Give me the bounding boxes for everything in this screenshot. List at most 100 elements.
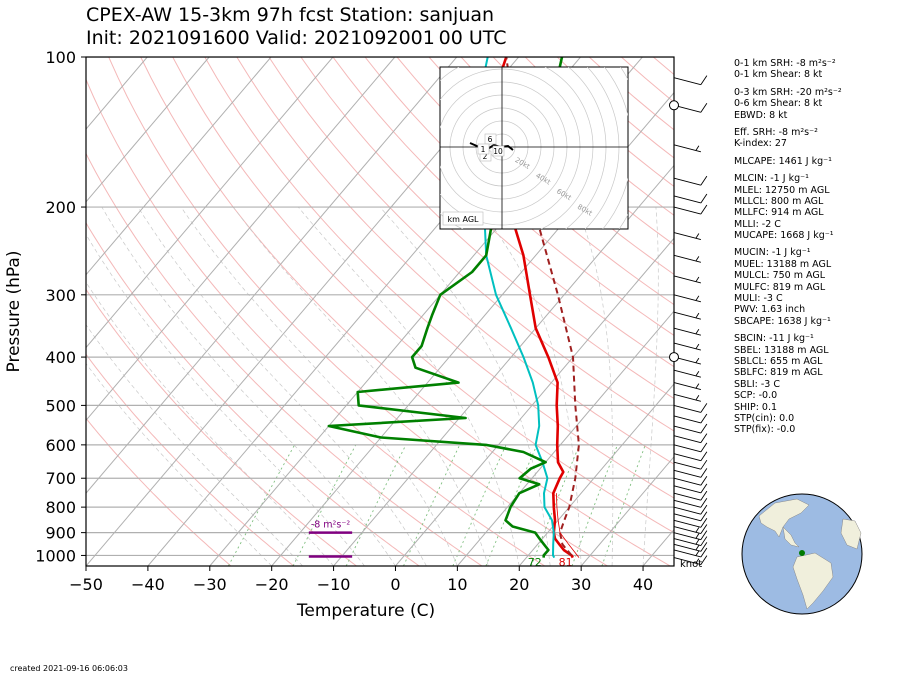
mixing-ratio-line <box>345 444 407 566</box>
dry-adiabat <box>86 152 483 566</box>
index-line: 0-1 km Shear: 8 kt <box>734 69 823 81</box>
dry-adiabat <box>140 57 671 566</box>
dry-adiabat <box>86 288 357 566</box>
wind-barb-flag <box>700 504 708 515</box>
moist-adiabat <box>86 281 334 566</box>
wind-barb <box>673 513 701 522</box>
hodo-key-box <box>442 211 484 226</box>
index-line: MLLI: -2 C <box>734 218 781 230</box>
wind-barb-flag <box>700 490 708 501</box>
location-globe <box>741 493 863 615</box>
wind-barb <box>673 382 701 391</box>
created-stamp: created 2021-09-16 06:06:03 <box>10 664 128 673</box>
wind-barb-half <box>695 383 700 389</box>
wind-barb-flag <box>700 75 708 85</box>
dry-adiabat <box>332 57 674 368</box>
wind-barb-flag <box>700 193 708 204</box>
wind-barb-half <box>695 539 700 545</box>
dry-adiabat <box>268 57 674 432</box>
mixing-ratio-line <box>571 444 618 566</box>
wind-barb-half <box>695 357 700 364</box>
wind-barb-flag <box>700 433 708 443</box>
moist-adiabat <box>86 324 303 566</box>
wind-barb <box>673 526 701 534</box>
wind-barb-flag <box>700 423 708 434</box>
dry-adiabat <box>300 57 674 400</box>
wind-barb-half <box>695 343 700 350</box>
wind-barb-flag <box>700 536 708 546</box>
dry-adiabat <box>86 417 232 566</box>
mixing-ratio-line <box>292 444 357 566</box>
index-line: MLEL: 12750 m AGL <box>734 184 830 196</box>
wind-barb <box>673 327 701 336</box>
dry-adiabat <box>172 57 674 534</box>
dry-adiabat <box>204 57 674 499</box>
index-line: SBLFC: 819 m AGL <box>734 367 823 379</box>
isotherm <box>86 57 272 276</box>
y-tick-label: 800 <box>45 498 76 517</box>
indices-panel: 0-1 km SRH: -8 m²s⁻² 0-1 km Shear: 8 kt 0-… <box>734 58 842 436</box>
wind-barb <box>673 532 701 541</box>
wind-barb <box>673 206 701 215</box>
wind-barb-flag <box>700 542 708 552</box>
wind-barb-flag <box>700 518 708 528</box>
wind-barb-half <box>695 533 700 539</box>
dry-adiabat <box>236 57 674 465</box>
dry-adiabat <box>108 57 608 566</box>
index-line: 0-3 km SRH: -20 m²s⁻² <box>734 86 842 98</box>
wind-barb <box>673 453 701 462</box>
hodo-height-box <box>492 145 505 157</box>
virtual-temp-line <box>556 493 580 558</box>
surface-label: 72 <box>528 556 542 569</box>
mixing-ratio-line <box>530 444 580 566</box>
wind-barb <box>673 311 701 320</box>
wind-barb-flag <box>700 451 708 461</box>
hodograph-frame <box>439 66 629 230</box>
wind-barb-flag <box>700 459 708 470</box>
wind-barb <box>673 294 701 303</box>
y-tick-label: 200 <box>45 198 76 217</box>
y-tick-label: 900 <box>45 524 76 543</box>
wind-barb-half <box>695 395 700 401</box>
wind-barb <box>673 549 701 558</box>
wind-barb <box>673 506 701 515</box>
wind-barb <box>673 557 701 566</box>
index-line: SBLCL: 655 m AGL <box>734 355 823 367</box>
wind-barb <box>673 485 701 494</box>
hodo-height-label: 2 <box>483 152 488 161</box>
wind-barb-half <box>695 545 700 551</box>
wind-barb <box>673 444 701 453</box>
index-line: MUCIN: -1 J kg⁻¹ <box>734 247 811 259</box>
moist-adiabat <box>137 206 427 566</box>
isotherm <box>518 383 674 566</box>
x-tick-label: −40 <box>131 575 165 594</box>
wind-barb <box>673 519 701 528</box>
moist-adiabat <box>298 206 520 566</box>
isotherm <box>395 237 674 566</box>
wind-barb-flag <box>700 555 708 565</box>
wind-barb <box>673 543 701 552</box>
wind-barb-half <box>695 527 700 533</box>
index-line: SHIP: 0.1 <box>734 401 778 413</box>
wind-barb <box>673 492 701 501</box>
wind-barb-half <box>695 328 700 335</box>
hodo-height-box <box>484 133 497 145</box>
x-tick-label: −20 <box>255 575 289 594</box>
y-tick-label: 400 <box>45 348 76 367</box>
index-line: SBLI: -3 C <box>734 378 780 390</box>
index-line: MULCL: 750 m AGL <box>734 270 826 282</box>
wind-barb <box>673 232 701 240</box>
index-line: 0-6 km Shear: 8 kt <box>734 98 823 110</box>
x-tick-label: 10 <box>447 575 467 594</box>
x-tick-label: −10 <box>317 575 351 594</box>
isotherm <box>580 456 674 566</box>
wind-barb-flag <box>700 483 708 494</box>
wind-barb-half <box>695 276 700 282</box>
isotherm <box>86 57 458 494</box>
wind-barb <box>673 177 701 186</box>
wind-barb <box>673 369 701 378</box>
dry-adiabat <box>86 78 546 566</box>
mixing-ratio-line <box>452 444 507 566</box>
wind-barb-flag <box>700 530 708 540</box>
